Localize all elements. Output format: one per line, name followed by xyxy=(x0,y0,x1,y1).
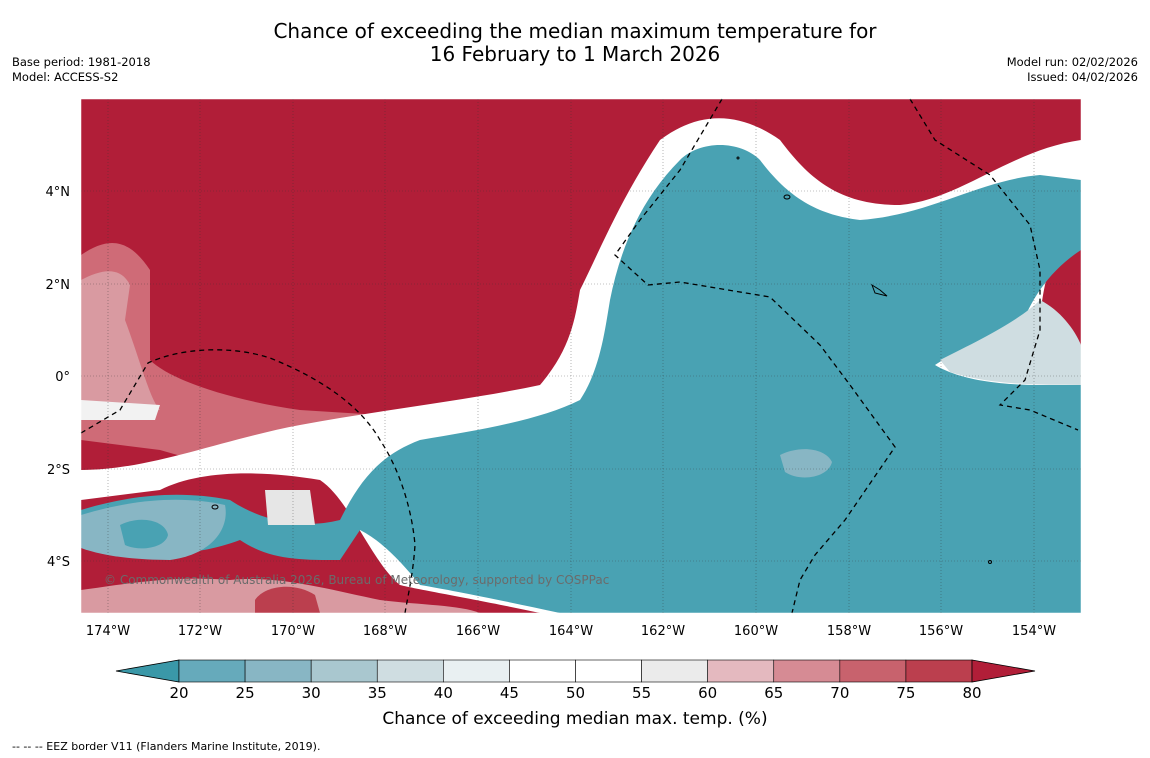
lon-label: 154°W xyxy=(1012,624,1056,639)
lon-label: 170°W xyxy=(271,624,315,639)
colorbar-segment xyxy=(178,659,246,683)
colorbar-tick-label: 60 xyxy=(698,684,718,702)
lon-label: 158°W xyxy=(827,624,871,639)
lon-label: 156°W xyxy=(919,624,963,639)
colorbar-segment xyxy=(575,659,642,683)
colorbar-segment xyxy=(244,659,312,683)
colorbar-extend-high xyxy=(971,659,1036,683)
colorbar-segment xyxy=(509,659,576,683)
metadata-right: Model run: 02/02/2026 Issued: 04/02/2026 xyxy=(1007,55,1138,85)
cool-patch-central xyxy=(780,449,832,478)
colorbar-tick-label: 70 xyxy=(830,684,850,702)
eez-legend-note: -- -- -- EEZ border V11 (Flanders Marine… xyxy=(12,740,321,753)
colorbar xyxy=(115,659,1036,683)
colorbar-title: Chance of exceeding median max. temp. (%… xyxy=(382,709,768,729)
colorbar-tick-label: 50 xyxy=(565,684,586,702)
base-period: Base period: 1981-2018 xyxy=(12,55,151,69)
colorbar-tick-label: 30 xyxy=(301,684,321,702)
lon-label: 172°W xyxy=(178,624,222,639)
colorbar-tick-label: 40 xyxy=(433,684,453,702)
issued-date: Issued: 04/02/2026 xyxy=(1027,70,1138,84)
lat-label: 0° xyxy=(55,370,70,385)
lat-label: 4°N xyxy=(46,185,71,200)
map-field xyxy=(81,99,1081,613)
lon-label: 168°W xyxy=(363,624,407,639)
colorbar-tick-label: 80 xyxy=(962,684,982,702)
neutral-patch-south xyxy=(265,490,315,525)
lon-label: 162°W xyxy=(641,624,685,639)
lon-label: 160°W xyxy=(734,624,778,639)
colorbar-segment xyxy=(310,659,378,683)
colorbar-tick-label: 75 xyxy=(896,684,916,702)
map-title-line-2: 16 February to 1 March 2026 xyxy=(429,42,721,66)
colorbar-segment xyxy=(707,659,775,683)
cool-region xyxy=(81,145,1081,613)
colorbar-extend-low xyxy=(115,659,180,683)
neutral-patch-east xyxy=(940,300,1081,385)
colorbar-tick-label: 25 xyxy=(235,684,255,702)
colorbar-tick-label: 35 xyxy=(367,684,387,702)
colorbar-segment xyxy=(905,659,973,683)
islands xyxy=(211,156,992,564)
plot-frame xyxy=(80,98,1082,614)
model-name: Model: ACCESS-S2 xyxy=(12,70,119,84)
cool-core-southwest xyxy=(120,519,168,549)
colorbar-segment xyxy=(839,659,907,683)
metadata-left: Base period: 1981-2018 Model: ACCESS-S2 xyxy=(12,55,151,85)
lat-label: 4°S xyxy=(47,555,70,570)
lat-label: 2°N xyxy=(46,278,71,293)
latitude-labels: 4°N 2°N 0° 2°S 4°S xyxy=(46,185,71,570)
model-run: Model run: 02/02/2026 xyxy=(1006,55,1138,69)
lon-label: 174°W xyxy=(86,624,130,639)
colorbar-segment xyxy=(773,659,841,683)
longitude-labels: 174°W 172°W 170°W 168°W 166°W 164°W 162°… xyxy=(86,624,1056,639)
lon-label: 166°W xyxy=(456,624,500,639)
copyright-text: © Commonwealth of Australia 2026, Bureau… xyxy=(104,573,609,587)
map-title-line-1: Chance of exceeding the median maximum t… xyxy=(273,19,877,43)
warm-core-south xyxy=(255,586,320,613)
colorbar-tick-label: 55 xyxy=(632,684,652,702)
colorbar-tick-label: 45 xyxy=(499,684,519,702)
colorbar-tick-label: 20 xyxy=(169,684,189,702)
colorbar-segment xyxy=(443,659,510,683)
colorbar-segment xyxy=(641,659,708,683)
eez-borders xyxy=(80,98,1079,614)
colorbar-tick-label: 65 xyxy=(764,684,784,702)
lat-label: 2°S xyxy=(47,463,70,478)
lon-label: 164°W xyxy=(549,624,593,639)
colorbar-segment xyxy=(376,659,444,683)
